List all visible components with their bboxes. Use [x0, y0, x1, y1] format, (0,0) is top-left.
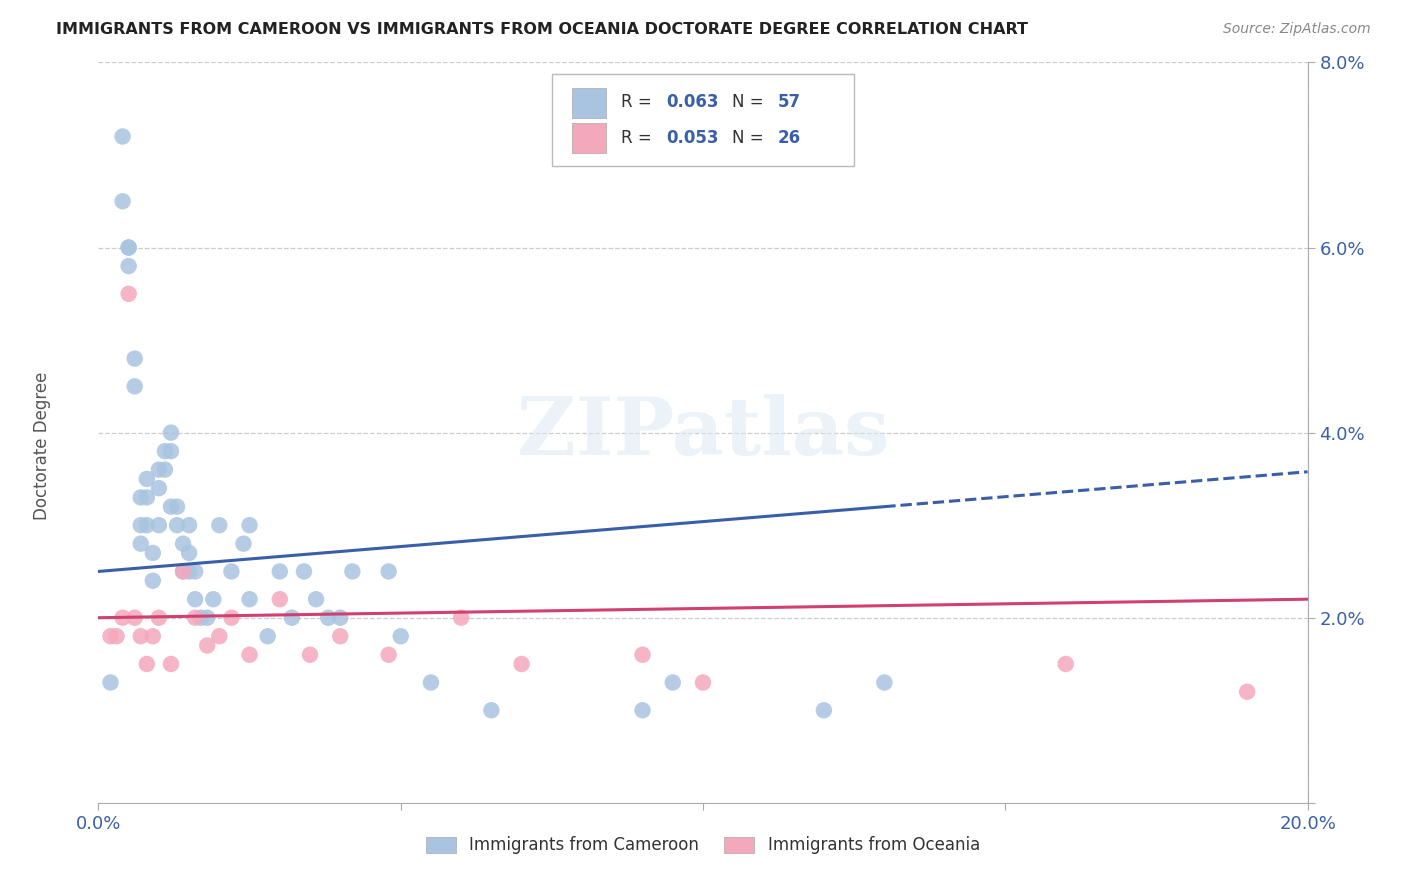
Point [195, 610, 218, 624]
Legend: Immigrants from Cameroon, Immigrants from Oceania: Immigrants from Cameroon, Immigrants fro… [419, 830, 987, 861]
Point [631, 648, 654, 662]
Text: 0.063: 0.063 [666, 94, 720, 112]
Text: N =: N = [733, 129, 769, 147]
Point [179, 518, 201, 533]
FancyBboxPatch shape [572, 88, 606, 118]
Point [190, 610, 212, 624]
Point [305, 592, 328, 607]
Point [148, 518, 170, 533]
Point [129, 629, 152, 643]
Point [118, 240, 141, 255]
Point [208, 518, 231, 533]
Point [481, 703, 503, 717]
Text: R =: R = [621, 94, 657, 112]
Point [389, 629, 412, 643]
Point [239, 518, 262, 533]
Point [160, 657, 183, 671]
Point [1236, 685, 1258, 699]
Point [129, 491, 152, 505]
Point [135, 518, 157, 533]
Point [184, 565, 207, 579]
Point [160, 500, 183, 514]
Point [160, 425, 183, 440]
Point [105, 629, 128, 643]
Point [377, 565, 399, 579]
Point [153, 444, 176, 458]
Point [239, 648, 262, 662]
Point [111, 194, 134, 209]
Point [202, 592, 225, 607]
Point [208, 629, 231, 643]
Text: 26: 26 [778, 129, 801, 147]
Point [100, 675, 122, 690]
Point [142, 574, 165, 588]
Point [342, 565, 364, 579]
Point [221, 610, 243, 624]
FancyBboxPatch shape [572, 123, 606, 153]
Point [166, 518, 188, 533]
Point [118, 259, 141, 273]
Point [510, 657, 533, 671]
Point [135, 657, 157, 671]
Point [142, 546, 165, 560]
Point [873, 675, 896, 690]
Point [166, 500, 188, 514]
Point [299, 648, 322, 662]
Text: IMMIGRANTS FROM CAMEROON VS IMMIGRANTS FROM OCEANIA DOCTORATE DEGREE CORRELATION: IMMIGRANTS FROM CAMEROON VS IMMIGRANTS F… [56, 22, 1028, 37]
Point [329, 610, 352, 624]
Point [124, 610, 146, 624]
Point [232, 536, 254, 550]
Point [118, 286, 141, 301]
Point [135, 491, 157, 505]
Point [111, 610, 134, 624]
Point [281, 610, 304, 624]
Point [269, 592, 291, 607]
Point [184, 610, 207, 624]
Text: Source: ZipAtlas.com: Source: ZipAtlas.com [1223, 22, 1371, 37]
Point [111, 129, 134, 144]
Point [148, 462, 170, 476]
Point [316, 610, 339, 624]
Text: R =: R = [621, 129, 657, 147]
Point [124, 351, 146, 366]
Point [100, 629, 122, 643]
Point [813, 703, 835, 717]
Point [195, 639, 218, 653]
Point [124, 379, 146, 393]
Point [172, 536, 194, 550]
Point [692, 675, 714, 690]
Text: Doctorate Degree: Doctorate Degree [34, 372, 51, 520]
Point [153, 462, 176, 476]
Point [179, 546, 201, 560]
Point [135, 472, 157, 486]
Text: 57: 57 [778, 94, 801, 112]
FancyBboxPatch shape [551, 73, 855, 166]
Point [172, 565, 194, 579]
Point [239, 592, 262, 607]
Point [221, 565, 243, 579]
Point [129, 518, 152, 533]
Point [631, 703, 654, 717]
Point [129, 536, 152, 550]
Point [142, 629, 165, 643]
Point [420, 675, 443, 690]
Point [377, 648, 399, 662]
Point [184, 592, 207, 607]
Point [1054, 657, 1077, 671]
Text: N =: N = [733, 94, 769, 112]
Point [118, 240, 141, 255]
Point [172, 565, 194, 579]
Point [148, 610, 170, 624]
Point [329, 629, 352, 643]
Point [269, 565, 291, 579]
Point [148, 481, 170, 495]
Point [160, 444, 183, 458]
Point [179, 565, 201, 579]
Text: 0.053: 0.053 [666, 129, 720, 147]
Text: ZIPatlas: ZIPatlas [517, 393, 889, 472]
Point [256, 629, 278, 643]
Point [450, 610, 472, 624]
Point [292, 565, 315, 579]
Point [661, 675, 683, 690]
